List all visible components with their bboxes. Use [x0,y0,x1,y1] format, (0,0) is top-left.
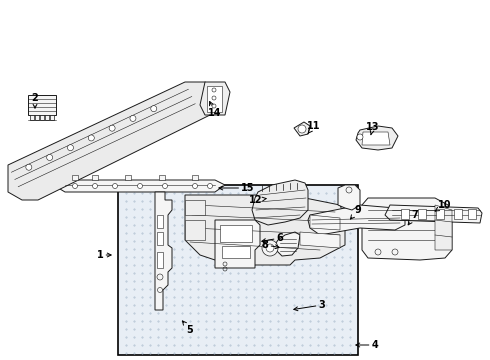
Polygon shape [362,132,390,145]
Polygon shape [300,232,340,248]
Polygon shape [468,209,476,219]
Polygon shape [8,82,215,200]
Polygon shape [35,115,39,120]
Circle shape [47,154,52,161]
Polygon shape [185,200,205,215]
Polygon shape [55,180,225,192]
Circle shape [193,184,197,189]
Text: 3: 3 [294,300,325,311]
Circle shape [346,187,352,193]
Polygon shape [157,215,163,228]
Polygon shape [30,115,34,120]
Polygon shape [356,126,398,150]
Polygon shape [92,175,98,180]
FancyBboxPatch shape [118,185,358,355]
Text: 13: 13 [366,122,380,135]
Text: 11: 11 [307,121,321,134]
Text: 5: 5 [182,321,194,335]
Circle shape [151,105,157,112]
Text: 12: 12 [249,195,266,205]
Polygon shape [215,220,260,268]
Polygon shape [159,175,165,180]
Text: 8: 8 [262,240,279,250]
Text: 14: 14 [208,102,222,118]
Circle shape [357,134,363,140]
Polygon shape [157,252,163,268]
Polygon shape [125,175,131,180]
Polygon shape [294,122,310,136]
Polygon shape [310,215,340,230]
Circle shape [88,135,94,141]
Polygon shape [222,246,250,258]
Polygon shape [435,205,452,250]
Polygon shape [72,175,78,180]
Circle shape [26,164,32,170]
Text: 15: 15 [219,183,255,193]
Polygon shape [157,232,163,245]
Text: 2: 2 [32,93,38,108]
Circle shape [163,184,168,189]
Polygon shape [40,115,44,120]
Polygon shape [28,95,56,115]
Circle shape [207,184,213,189]
Polygon shape [207,86,222,112]
Polygon shape [362,198,452,260]
Circle shape [212,88,216,92]
Text: 6: 6 [262,233,283,243]
Polygon shape [185,220,205,240]
Circle shape [262,240,278,256]
Text: 7: 7 [408,210,418,225]
Text: 10: 10 [435,200,452,211]
Polygon shape [338,185,360,210]
Circle shape [130,116,136,121]
Circle shape [113,184,118,189]
Polygon shape [50,115,54,120]
Polygon shape [192,175,198,180]
Circle shape [68,145,74,151]
Text: 4: 4 [356,340,378,350]
Polygon shape [385,205,482,223]
Polygon shape [276,232,300,256]
Circle shape [93,184,98,189]
Circle shape [212,104,216,108]
Text: 9: 9 [350,205,361,219]
Text: 1: 1 [97,250,111,260]
Polygon shape [220,225,252,242]
Circle shape [138,184,143,189]
Polygon shape [436,209,444,219]
Circle shape [109,125,115,131]
Circle shape [298,125,306,133]
Circle shape [212,96,216,100]
Polygon shape [200,82,230,115]
Polygon shape [45,115,49,120]
Polygon shape [418,209,426,219]
Circle shape [73,184,77,189]
Polygon shape [155,192,172,310]
Polygon shape [308,205,405,235]
Polygon shape [401,209,409,219]
Polygon shape [252,180,308,225]
Circle shape [266,244,274,252]
Polygon shape [185,195,345,265]
Polygon shape [454,209,462,219]
